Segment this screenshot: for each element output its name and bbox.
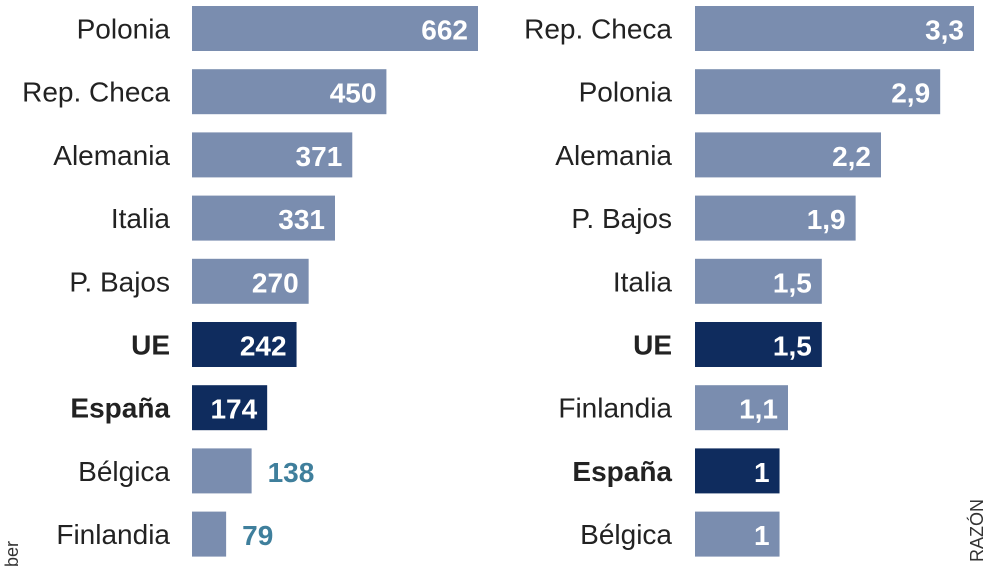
right-category-label: España bbox=[572, 456, 672, 487]
right-category-label: Rep. Checa bbox=[524, 14, 672, 45]
left-value-label: 331 bbox=[278, 204, 325, 235]
left-value-label: 371 bbox=[296, 141, 343, 172]
right-bar-bélgica bbox=[695, 511, 780, 557]
left-category-label: Rep. Checa bbox=[22, 77, 170, 108]
right-bar-p-bajos bbox=[695, 195, 856, 241]
left-category-label: P. Bajos bbox=[69, 266, 170, 297]
left-category-label: Alemania bbox=[53, 140, 170, 171]
right-value-label: 1 bbox=[754, 457, 770, 488]
source-credit-fragment: ber bbox=[2, 541, 22, 567]
right-category-label: Polonia bbox=[579, 77, 673, 108]
right-category-label: UE bbox=[633, 330, 672, 361]
left-category-label: Bélgica bbox=[78, 456, 170, 487]
left-value-label: 79 bbox=[242, 520, 273, 551]
right-value-label: 1,1 bbox=[739, 394, 778, 425]
left-value-label: 242 bbox=[240, 331, 287, 362]
left-bar-bélgica bbox=[192, 448, 252, 494]
right-bar-polonia bbox=[695, 69, 941, 115]
left-value-label: 174 bbox=[210, 394, 257, 425]
left-category-label: Italia bbox=[111, 203, 171, 234]
left-bar-p-bajos bbox=[192, 258, 309, 304]
left-category-label: UE bbox=[131, 330, 170, 361]
left-bar-chart: Polonia 662 Rep. Checa 450 Alemania 371 Italia… bbox=[22, 6, 478, 557]
left-bar-finlandia bbox=[192, 511, 227, 557]
right-category-label: Bélgica bbox=[580, 519, 672, 550]
left-category-label: Polonia bbox=[77, 14, 171, 45]
left-value-label: 270 bbox=[252, 267, 299, 298]
right-bar-españa bbox=[695, 448, 780, 494]
newspaper-credit: RAZÓN bbox=[966, 499, 987, 562]
left-value-label: 662 bbox=[421, 15, 468, 46]
left-value-label: 450 bbox=[330, 78, 377, 109]
right-value-label: 1,9 bbox=[807, 204, 846, 235]
left-category-label: España bbox=[70, 393, 170, 424]
left-bar-alemania bbox=[192, 132, 353, 178]
right-value-label: 1,5 bbox=[773, 331, 812, 362]
right-value-label: 1 bbox=[754, 520, 770, 551]
left-bar-rep-checa bbox=[192, 69, 387, 115]
right-bar-chart: Rep. Checa 3,3 Polonia 2,9 Alemania 2,2 P. Baj… bbox=[524, 6, 974, 557]
left-bar-polonia bbox=[192, 6, 478, 51]
right-value-label: 2,9 bbox=[891, 78, 930, 109]
right-value-label: 2,2 bbox=[832, 141, 871, 172]
left-bar-ue bbox=[192, 322, 297, 367]
right-bar-finlandia bbox=[695, 385, 788, 431]
right-category-label: Finlandia bbox=[558, 393, 672, 424]
right-category-label: Alemania bbox=[555, 140, 672, 171]
right-bar-rep-checa bbox=[695, 6, 974, 51]
left-category-label: Finlandia bbox=[56, 519, 170, 550]
left-bar-españa bbox=[192, 385, 268, 431]
right-bar-alemania bbox=[695, 132, 881, 178]
left-value-label: 138 bbox=[268, 457, 315, 488]
right-bar-italia bbox=[695, 258, 822, 304]
right-bar-ue bbox=[695, 322, 822, 367]
right-category-label: Italia bbox=[613, 266, 673, 297]
right-category-label: P. Bajos bbox=[571, 203, 672, 234]
left-bar-italia bbox=[192, 195, 335, 241]
right-value-label: 1,5 bbox=[773, 267, 812, 298]
right-value-label: 3,3 bbox=[925, 15, 964, 46]
